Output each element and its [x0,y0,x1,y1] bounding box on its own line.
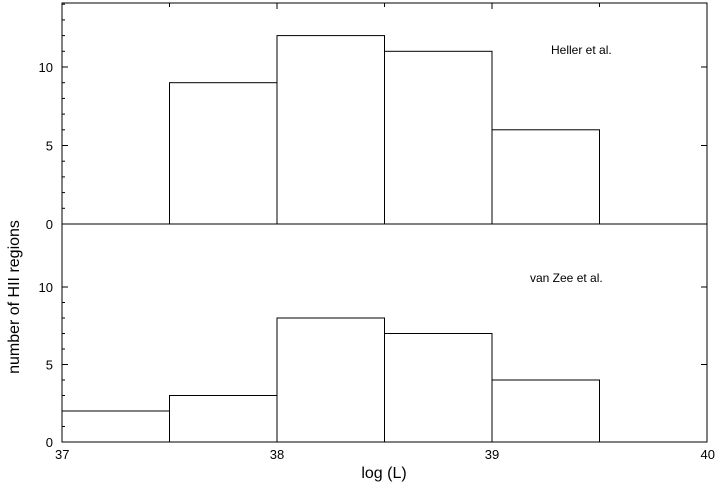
top-panel-annotation: Heller et al. [551,43,612,57]
bottom-bar-4 [491,379,600,443]
top-bar-2 [384,50,493,225]
x-tick-label: 37 [55,447,69,462]
y-tick-label: 5 [46,139,53,154]
bottom-bar-2 [276,317,385,443]
x-tick-label: 40 [701,447,715,462]
bars-layer [61,35,654,443]
bottom-bar-0 [61,410,170,443]
x-tick-label: 38 [270,447,284,462]
bottom-bar-3 [384,333,493,443]
x-tick-label: 39 [485,447,499,462]
y-tick-label: 0 [46,435,53,450]
top-bar-0 [169,82,278,225]
x-axis-title: log (L) [361,465,406,482]
y-axis-title: number of HII regions [6,220,23,374]
y-tick-label: 0 [46,217,53,232]
bottom-bar-1 [169,395,278,443]
top-bar-1 [276,35,385,225]
ticks-layer: 0 5 10 0 5 10 37 38 39 40 [39,3,715,462]
y-tick-label: 10 [39,280,53,295]
top-bar-3 [491,129,600,225]
y-tick-label: 5 [46,358,53,373]
y-tick-label: 10 [39,60,53,75]
bottom-panel-annotation: van Zee et al. [530,271,603,285]
